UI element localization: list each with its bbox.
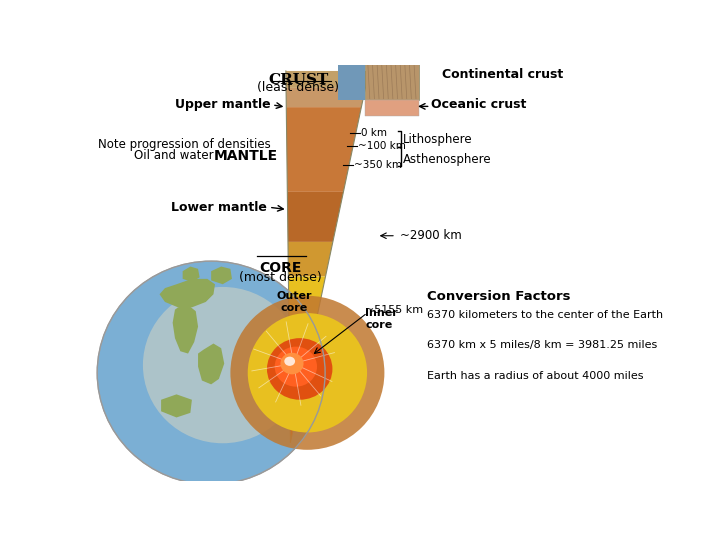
Polygon shape xyxy=(288,242,333,276)
Ellipse shape xyxy=(274,347,317,387)
Text: ~5155 km: ~5155 km xyxy=(365,305,423,315)
Text: (least dense): (least dense) xyxy=(257,81,339,94)
Text: (most dense): (most dense) xyxy=(239,271,322,284)
Polygon shape xyxy=(287,192,343,242)
Text: Lower mantle: Lower mantle xyxy=(171,201,267,214)
Text: CORE: CORE xyxy=(259,261,302,275)
Polygon shape xyxy=(173,305,198,354)
Ellipse shape xyxy=(230,296,384,450)
Text: Outer
core: Outer core xyxy=(276,291,312,313)
Ellipse shape xyxy=(267,338,333,400)
Text: ~350 km: ~350 km xyxy=(354,160,402,170)
Text: MANTLE: MANTLE xyxy=(214,148,278,163)
Text: Conversion Factors: Conversion Factors xyxy=(427,289,570,302)
Ellipse shape xyxy=(248,313,367,433)
Polygon shape xyxy=(289,373,305,442)
Text: 6370 km x 5 miles/8 km = 3981.25 miles: 6370 km x 5 miles/8 km = 3981.25 miles xyxy=(427,340,657,350)
Polygon shape xyxy=(198,343,224,384)
Polygon shape xyxy=(365,100,419,116)
Polygon shape xyxy=(287,107,361,192)
Text: Earth has a radius of about 4000 miles: Earth has a radius of about 4000 miles xyxy=(427,372,643,381)
Text: Asthenosphere: Asthenosphere xyxy=(403,153,492,166)
Text: Lithosphere: Lithosphere xyxy=(403,133,472,146)
Polygon shape xyxy=(160,279,215,307)
Text: ~100 km: ~100 km xyxy=(358,140,405,151)
Text: ~2900 km: ~2900 km xyxy=(400,230,462,242)
Ellipse shape xyxy=(143,287,302,443)
Text: Continental crust: Continental crust xyxy=(442,68,564,80)
Text: Oceanic crust: Oceanic crust xyxy=(431,98,526,111)
Ellipse shape xyxy=(281,353,304,374)
Polygon shape xyxy=(338,56,365,100)
Polygon shape xyxy=(286,71,369,88)
Ellipse shape xyxy=(97,261,325,484)
Text: CRUST: CRUST xyxy=(268,72,328,86)
Ellipse shape xyxy=(284,356,295,366)
Text: Oil and water: Oil and water xyxy=(134,149,214,162)
Polygon shape xyxy=(161,394,192,417)
Text: 0 km: 0 km xyxy=(361,127,387,138)
Polygon shape xyxy=(211,267,232,284)
Text: Upper mantle: Upper mantle xyxy=(175,98,271,111)
Polygon shape xyxy=(286,88,366,107)
Text: 6370 kilometers to the center of the Earth: 6370 kilometers to the center of the Ear… xyxy=(427,309,663,320)
Text: Note progression of densities: Note progression of densities xyxy=(98,138,271,151)
Text: Inner
core: Inner core xyxy=(365,308,398,330)
Polygon shape xyxy=(289,276,325,373)
Polygon shape xyxy=(365,56,419,100)
Polygon shape xyxy=(183,267,199,282)
